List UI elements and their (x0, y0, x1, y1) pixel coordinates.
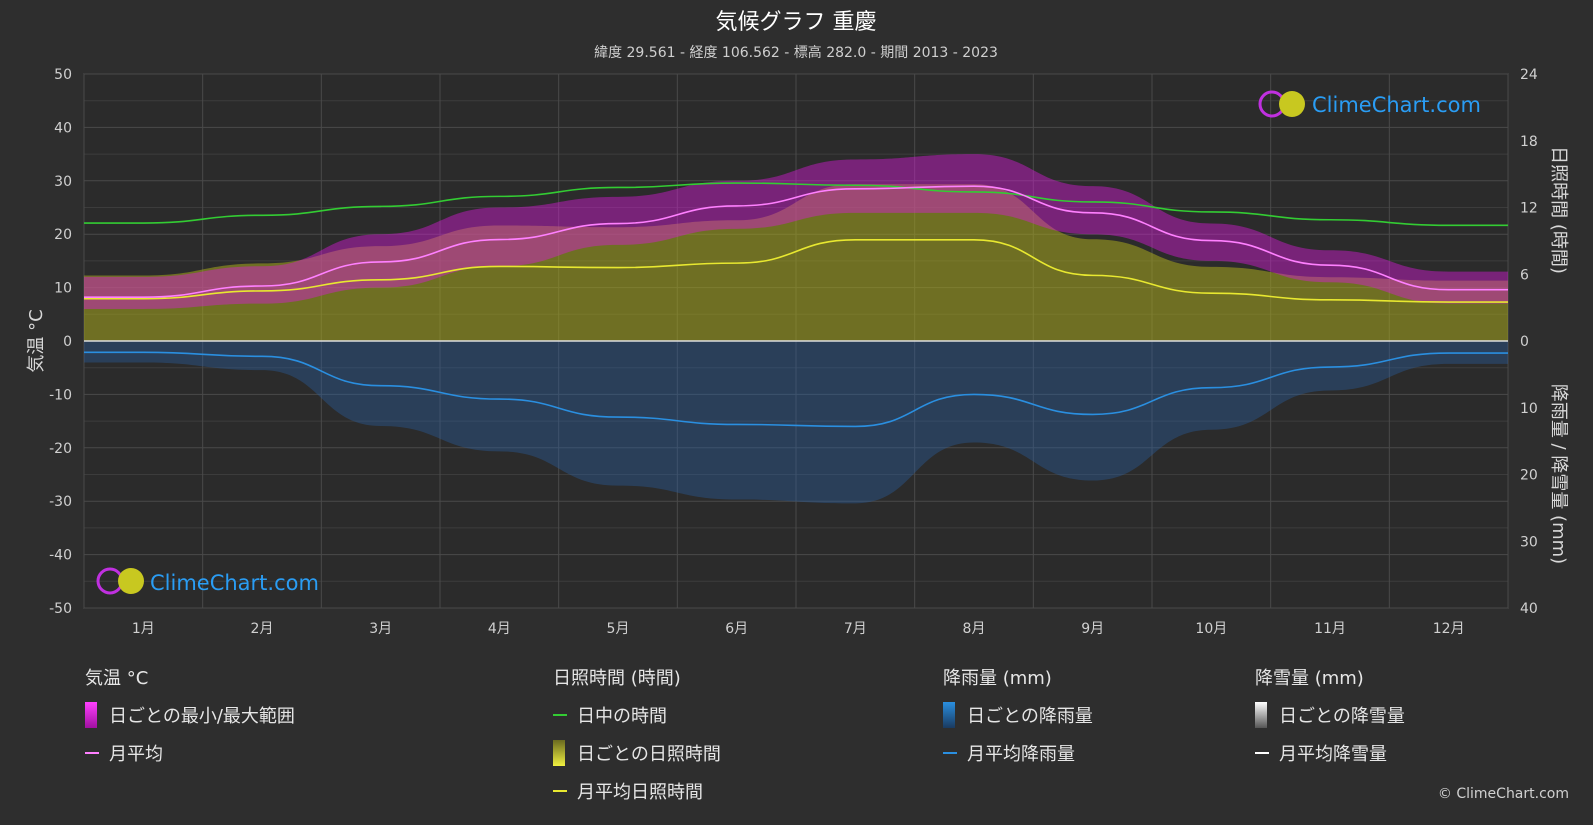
legend-sun: 日照時間 (時間) 日中の時間 日ごとの日照時間 月平均日照時間 (553, 664, 721, 816)
rain-daily-area (84, 341, 1508, 504)
sunshine-swatch (553, 740, 565, 766)
logo-sun-icon (118, 568, 144, 594)
x-tick-label: 9月 (1081, 621, 1104, 637)
x-tick-label: 8月 (963, 621, 986, 637)
logo-bottom: ClimeChart.com (96, 567, 319, 595)
logo-text-top: ClimeChart.com (1312, 93, 1481, 117)
legend-label: 月平均 (109, 744, 163, 765)
x-tick-label: 10月 (1195, 621, 1227, 637)
temp-range-band (84, 154, 1508, 309)
temp-avg-line (83, 185, 1508, 299)
sunshine-avg-swatch (553, 790, 567, 792)
legend-label: 日ごとの最小/最大範囲 (109, 706, 295, 727)
legend-label: 日ごとの降雨量 (967, 706, 1093, 727)
right-tick-label: 0 (1520, 334, 1529, 350)
sunshine-daily-area (84, 184, 1508, 341)
legend-item: 日ごとの日照時間 (553, 740, 721, 766)
legend-temp-title: 気温 °C (85, 668, 149, 689)
legend-sun-title: 日照時間 (時間) (553, 668, 681, 689)
legend-label: 日中の時間 (577, 706, 667, 727)
chart-title: 気候グラフ 重慶 (716, 10, 877, 35)
right-bottom-axis-label: 降雨量 / 降雪量 (mm) (1548, 384, 1569, 564)
daylight-swatch (553, 714, 567, 716)
x-tick-label: 12月 (1433, 621, 1465, 637)
logo-text-bottom: ClimeChart.com (150, 571, 319, 595)
legend-temp: 気温 °C 日ごとの最小/最大範囲 月平均 (85, 664, 295, 778)
right-tick-label: 20 (1520, 468, 1538, 484)
right-tick-label: 18 (1520, 134, 1538, 150)
right-tick-label: 30 (1520, 534, 1538, 550)
right-tick-label: 40 (1520, 601, 1538, 617)
legend-rain: 降雨量 (mm) 日ごとの降雨量 月平均降雨量 (943, 664, 1093, 778)
chart-subtitle: 緯度 29.561 - 経度 106.562 - 標高 282.0 - 期間 2… (594, 44, 998, 61)
y-tick-label: 10 (54, 281, 72, 297)
legend-item: 月平均 (85, 740, 295, 766)
y-tick-label: 20 (54, 227, 72, 243)
x-tick-label: 11月 (1314, 621, 1346, 637)
legend-label: 月平均日照時間 (577, 782, 703, 803)
legend-snow: 降雪量 (mm) 日ごとの降雪量 月平均降雪量 (1255, 664, 1405, 778)
plot-area: 50 40 30 20 10 0 -10 -20 -30 -40 -50 24 18 12 6 0 10 20 30… (49, 67, 1538, 637)
legend-label: 日ごとの日照時間 (577, 744, 721, 765)
y-tick-label: -50 (49, 601, 72, 617)
y-tick-label: -30 (49, 494, 72, 510)
right-tick-label: 10 (1520, 401, 1538, 417)
y-tick-label: -40 (49, 548, 72, 564)
legend-label: 月平均降雨量 (967, 744, 1075, 765)
copyright: © ClimeChart.com (1437, 786, 1569, 802)
legend-item: 日ごとの降雨量 (943, 702, 1093, 728)
x-tick-label: 3月 (369, 621, 392, 637)
right-tick-label: 6 (1520, 267, 1529, 283)
y-tick-label: -10 (49, 387, 72, 403)
rain-avg-line (84, 351, 1508, 428)
y-tick-label: 40 (54, 120, 72, 136)
y-tick-label: 0 (63, 334, 72, 350)
x-tick-label: 5月 (607, 621, 630, 637)
legend-item: 日ごとの最小/最大範囲 (85, 702, 295, 728)
left-axis-label: 気温 °C (26, 309, 47, 372)
x-tick-label: 4月 (488, 621, 511, 637)
temp-range-swatch (85, 702, 97, 728)
right-top-axis-label: 日照時間 (時間) (1548, 146, 1569, 274)
logo-top: ClimeChart.com (1258, 90, 1481, 118)
legend-item: 日中の時間 (553, 702, 721, 728)
sunshine-avg-line (84, 238, 1508, 303)
legend-item: 月平均降雪量 (1255, 740, 1405, 766)
legend-item: 月平均降雨量 (943, 740, 1093, 766)
legend-snow-title: 降雪量 (mm) (1255, 668, 1364, 689)
rain-swatch (943, 702, 955, 728)
y-tick-label: 50 (54, 67, 72, 83)
logo-sun-icon (1279, 91, 1305, 117)
climate-chart: 気候グラフ 重慶 緯度 29.561 - 経度 106.562 - 標高 282… (26, 10, 1569, 637)
right-tick-label: 24 (1520, 67, 1538, 83)
temp-avg-swatch (85, 752, 99, 754)
legend-item: 日ごとの降雪量 (1255, 702, 1405, 728)
x-tick-label: 2月 (251, 621, 274, 637)
x-tick-label: 6月 (725, 621, 748, 637)
legend-item: 月平均日照時間 (553, 778, 721, 804)
legend-rain-title: 降雨量 (mm) (943, 668, 1052, 689)
snow-avg-swatch (1255, 752, 1269, 754)
x-tick-label: 7月 (844, 621, 867, 637)
snow-swatch (1255, 702, 1267, 728)
legend-label: 日ごとの降雪量 (1279, 706, 1405, 727)
x-tick-label: 1月 (132, 621, 155, 637)
legend-label: 月平均降雪量 (1279, 744, 1387, 765)
rain-avg-swatch (943, 752, 957, 754)
y-tick-label: -20 (49, 441, 72, 457)
right-tick-label: 12 (1520, 201, 1538, 217)
daylight-line (83, 182, 1508, 227)
y-tick-label: 30 (54, 174, 72, 190)
